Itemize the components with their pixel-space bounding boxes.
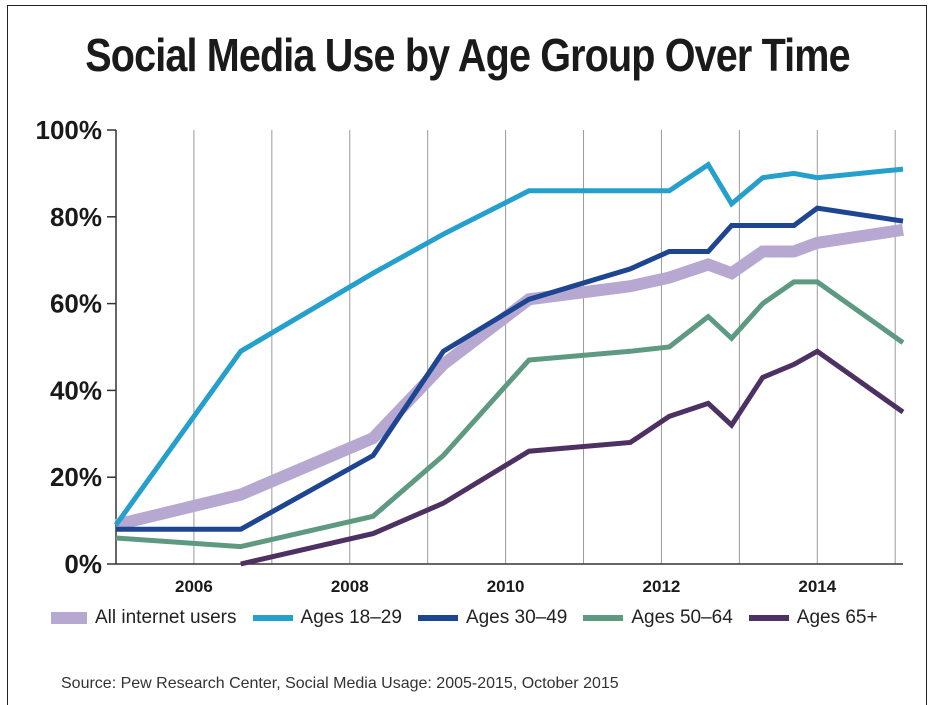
chart-legend: All internet users Ages 18–29 Ages 30–49 Ag… — [51, 604, 894, 632]
legend-item-3: Ages 30–49 — [417, 607, 568, 629]
legend-swatch — [51, 612, 87, 624]
x-tick-label: 2012 — [643, 577, 681, 596]
legend-swatch — [417, 615, 458, 621]
legend-label: Ages 65+ — [796, 607, 878, 628]
legend-swatch — [252, 615, 293, 621]
series-line-4 — [115, 279, 905, 550]
y-tick-label: 0% — [64, 549, 102, 579]
legend-label: All internet users — [95, 607, 237, 628]
y-tick-label: 100% — [36, 115, 103, 145]
x-axis-tick-labels: 2006 2008 2010 2012 2014 — [175, 577, 837, 596]
legend-swatch — [583, 615, 624, 621]
y-tick-label: 60% — [50, 289, 102, 319]
legend-item-2: Ages 18–29 — [252, 607, 402, 629]
legend-swatch — [748, 615, 789, 621]
legend-label: Ages 50–64 — [631, 607, 733, 628]
source-note: Source: Pew Research Center, Social Medi… — [61, 675, 619, 692]
y-tick-label: 80% — [50, 202, 102, 232]
legend-label: Ages 30–49 — [465, 607, 568, 628]
y-tick-label: 40% — [50, 375, 102, 405]
series-line-1 — [114, 223, 904, 531]
y-tick-label: 20% — [50, 462, 102, 492]
chart-frame — [7, 5, 927, 705]
x-tick-label: 2010 — [487, 577, 525, 596]
series-line-5 — [240, 348, 905, 567]
legend-item-4: Ages 50–64 — [583, 607, 733, 629]
legend-label: Ages 18–29 — [300, 607, 402, 628]
legend-item-1: All internet users — [51, 607, 237, 629]
x-tick-label: 2006 — [175, 577, 213, 596]
x-tick-label: 2014 — [798, 577, 836, 596]
series-line-2 — [113, 161, 904, 527]
y-axis-tick-labels: 0% 20% 40% 60% 80% 100% — [36, 115, 116, 579]
chart-title: Social Media Use by Age Group Over Time — [85, 29, 850, 81]
data-series — [113, 161, 905, 567]
x-tick-label: 2008 — [331, 577, 369, 596]
legend-item-5: Ages 65+ — [748, 607, 878, 629]
series-line-3 — [116, 205, 904, 532]
